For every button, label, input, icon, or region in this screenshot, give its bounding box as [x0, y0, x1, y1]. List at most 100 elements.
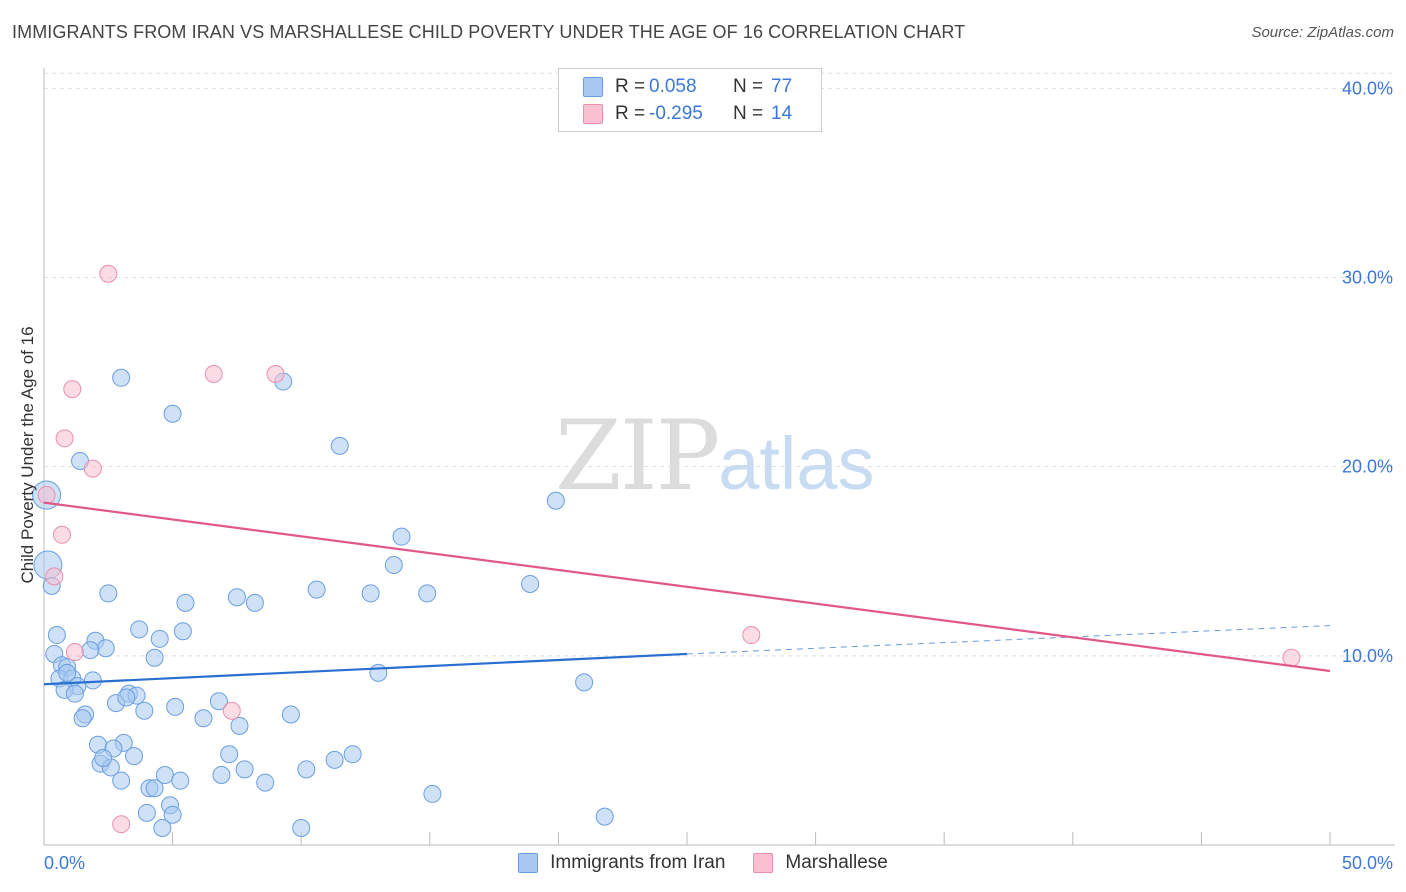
iran-point [163, 404, 182, 423]
iran-point [58, 663, 77, 682]
y-tick-label: 10.0% [1342, 646, 1393, 666]
iran-point [145, 648, 164, 667]
marshallese-point [1282, 648, 1301, 667]
iran-point [135, 701, 154, 720]
legend-r-label: R = [615, 76, 646, 97]
iran-point [521, 574, 540, 593]
legend-label-iran: Immigrants from Iran [550, 852, 726, 873]
x-tick-label: 0.0% [44, 853, 85, 873]
iran-trendline [43, 652, 688, 686]
legend-label-marshallese: Marshallese [785, 852, 888, 873]
iran-point [96, 639, 115, 658]
iran-point [423, 784, 442, 803]
iran-point [546, 491, 565, 510]
iran-point [94, 748, 113, 767]
iran-point [171, 771, 190, 790]
legend-swatch-marshallese [583, 104, 603, 124]
iran-trendline-extension [686, 625, 1331, 655]
iran-point [330, 436, 349, 455]
iran-point [595, 807, 614, 826]
iran-point [256, 773, 275, 792]
marshallese-point [99, 264, 118, 283]
iran-point [227, 588, 246, 607]
source-credit: Source: ZipAtlas.com [1251, 24, 1394, 41]
legend-n-value: 14 [771, 103, 793, 124]
legend-row-marshallese: R = -0.295 N = 14 [583, 102, 792, 126]
marshallese-point [83, 459, 102, 478]
marshallese-point [742, 626, 761, 645]
marshallese-point [37, 486, 56, 505]
legend-swatch-iran [518, 853, 539, 873]
iran-point [384, 556, 403, 575]
iran-point [112, 771, 131, 790]
iran-point [194, 709, 213, 728]
legend-r-value: -0.295 [649, 103, 703, 124]
watermark-zip: ZIP [555, 400, 720, 512]
iran-point [230, 716, 249, 735]
stats-legend: R = 0.058 N = 77 R = -0.295 N = 14 [558, 68, 822, 132]
chart-title: IMMIGRANTS FROM IRAN VS MARSHALLESE CHIL… [12, 22, 966, 42]
legend-item-iran: Immigrants from Iran [518, 852, 725, 874]
iran-point [137, 803, 156, 822]
marshallese-point [112, 815, 131, 834]
iran-point [209, 692, 228, 711]
legend-n-label: N = [733, 103, 764, 124]
marshallese-trendline [43, 501, 1331, 673]
y-tick-label: 30.0% [1342, 268, 1393, 288]
legend-n-value: 77 [771, 76, 793, 97]
iran-point [343, 745, 362, 764]
legend-swatch-iran [583, 77, 603, 97]
series-legend: Immigrants from Iran Marshallese [0, 852, 1406, 874]
iran-point [281, 705, 300, 724]
iran-point [392, 527, 411, 546]
watermark-logo: ZIPatlas [555, 400, 875, 512]
y-tick-label: 20.0% [1342, 457, 1393, 477]
iran-point [325, 750, 344, 769]
iran-point [47, 626, 66, 645]
iran-point [176, 593, 195, 612]
iran-point [307, 580, 326, 599]
iran-point [150, 629, 169, 648]
marshallese-point [204, 365, 223, 383]
legend-r-label: R = [615, 103, 646, 124]
iran-point [361, 584, 380, 603]
marshallese-point [266, 365, 285, 383]
iran-point [125, 747, 144, 766]
iran-point [99, 584, 118, 603]
iran-point [166, 697, 185, 716]
y-tick-label: 40.0% [1342, 78, 1393, 98]
iran-point [297, 760, 316, 779]
iran-point [245, 593, 264, 612]
y-axis-label: Child Poverty Under the Age of 16 [18, 326, 37, 584]
legend-item-marshallese: Marshallese [753, 852, 888, 874]
iran-point [83, 671, 102, 690]
marshallese-point [65, 643, 84, 662]
marshallese-point [45, 567, 64, 586]
iran-point [173, 622, 192, 641]
marshallese-point [222, 701, 241, 720]
iran-point [145, 779, 164, 798]
iran-point [73, 709, 92, 728]
iran-point [65, 684, 84, 703]
marshallese-point [55, 429, 74, 448]
iran-point [117, 688, 136, 707]
legend-swatch-marshallese [753, 853, 774, 873]
marshallese-point [53, 525, 72, 544]
legend-row-iran: R = 0.058 N = 77 [583, 75, 792, 99]
iran-point [220, 745, 239, 764]
iran-point [112, 368, 131, 387]
iran-point [212, 766, 231, 785]
watermark-atlas: atlas [718, 422, 875, 505]
x-tick-label: 50.0% [1342, 853, 1393, 873]
legend-n-label: N = [733, 76, 764, 97]
legend-r-value: 0.058 [649, 76, 697, 97]
iran-point [130, 620, 149, 639]
marshallese-point [63, 380, 82, 399]
iran-point [235, 760, 254, 779]
iran-point [418, 584, 437, 603]
iran-point [153, 818, 172, 837]
iran-point [369, 663, 388, 682]
iran-point [81, 641, 100, 660]
iran-point [163, 805, 182, 824]
